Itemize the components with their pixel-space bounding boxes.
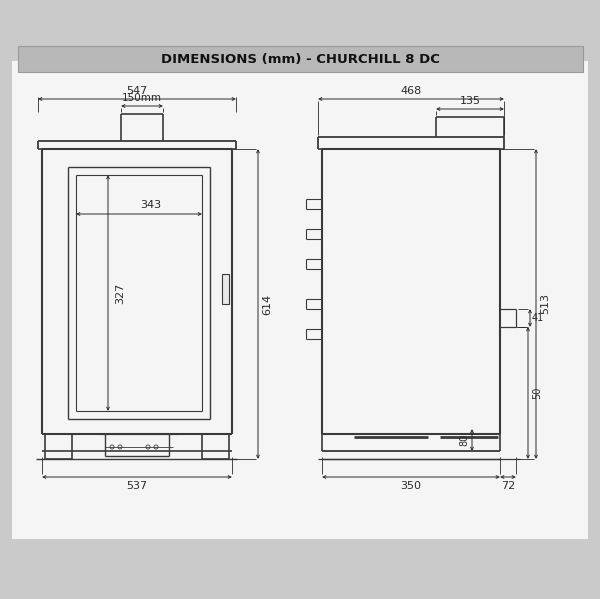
Text: 135: 135: [460, 96, 481, 106]
Text: 547: 547: [127, 86, 148, 96]
Text: 150mm: 150mm: [122, 93, 162, 103]
Text: 41: 41: [532, 313, 544, 323]
Bar: [12, 61, 588, 539]
Text: 72: 72: [501, 481, 515, 491]
Text: 468: 468: [400, 86, 422, 96]
Text: 513: 513: [540, 294, 550, 314]
Text: 80: 80: [459, 434, 469, 446]
Bar: [222, 274, 229, 304]
Bar: [18, 46, 583, 72]
Text: 537: 537: [127, 481, 148, 491]
Text: 50: 50: [532, 387, 542, 399]
Text: DIMENSIONS (mm) - CHURCHILL 8 DC: DIMENSIONS (mm) - CHURCHILL 8 DC: [161, 53, 440, 65]
Text: 343: 343: [140, 200, 161, 210]
Text: 614: 614: [262, 294, 272, 314]
Text: 350: 350: [401, 481, 421, 491]
Text: 327: 327: [115, 282, 125, 304]
